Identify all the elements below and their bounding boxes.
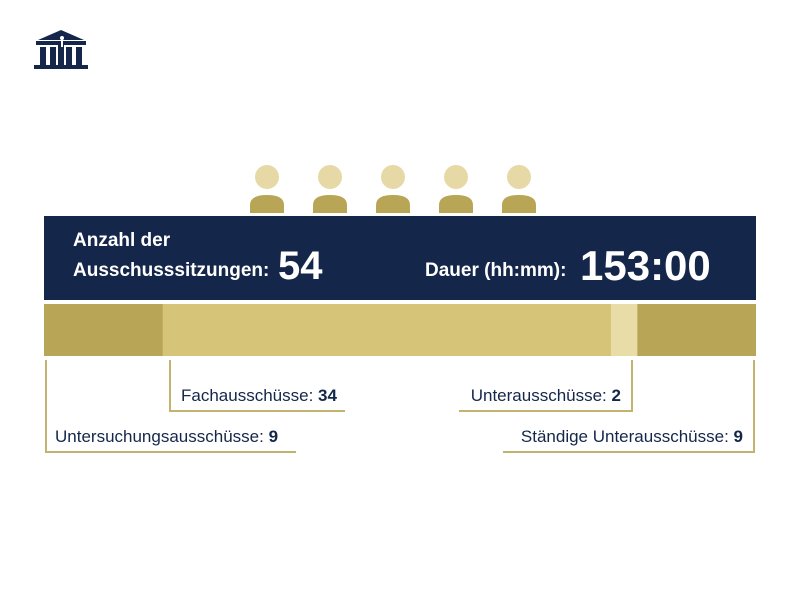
person-icon <box>250 165 284 213</box>
sessions-value: 54 <box>278 244 323 288</box>
legend-label: Untersuchungsausschüsse: <box>55 427 264 446</box>
sessions-label-line2: Ausschusssitzungen: <box>73 260 270 281</box>
legend-untersuchungsausschuesse: Untersuchungsausschüsse: 9 <box>55 427 278 447</box>
connector-unterausschuesse <box>459 360 633 412</box>
summary-banner: Anzahl der Ausschusssitzungen: 54 Dauer … <box>44 216 756 300</box>
legend-staendige-unterausschuesse: Ständige Unterausschüsse: 9 <box>521 427 743 447</box>
legend-unterausschuesse: Unterausschüsse: 2 <box>471 386 621 406</box>
connector-staendige-unterausschuesse <box>503 360 755 453</box>
legend-label: Unterausschüsse: <box>470 386 607 405</box>
person-icon <box>439 165 473 213</box>
bar-segment-untersuchungsausschuesse <box>44 304 164 356</box>
legend-value: 34 <box>318 386 337 405</box>
person-icon <box>502 165 536 213</box>
people-icons <box>0 165 800 215</box>
duration-value: 153:00 <box>580 242 711 289</box>
parliament-building-icon <box>32 28 90 70</box>
legend-value: 9 <box>268 427 279 446</box>
stacked-bar-chart <box>44 304 756 356</box>
legend-value: 2 <box>611 386 621 405</box>
legend-value: 9 <box>733 427 743 446</box>
legend-label: Fachausschüsse: <box>181 386 314 405</box>
connector-untersuchungsausschuesse <box>45 360 296 453</box>
bar-segment-staendige-unterausschuesse <box>637 304 756 356</box>
sessions-label-line1: Anzahl der <box>73 230 171 251</box>
bar-segment-fachausschuesse <box>162 304 612 356</box>
bar-segment-unterausschuesse <box>610 304 638 356</box>
duration-label: Dauer (hh:mm): <box>425 260 567 281</box>
connector-fachausschuesse <box>169 360 345 412</box>
legend-label: Ständige Unterausschüsse: <box>520 427 729 446</box>
person-icon <box>313 165 347 213</box>
legend-fachausschuesse: Fachausschüsse: 34 <box>181 386 337 406</box>
person-icon <box>376 165 410 213</box>
